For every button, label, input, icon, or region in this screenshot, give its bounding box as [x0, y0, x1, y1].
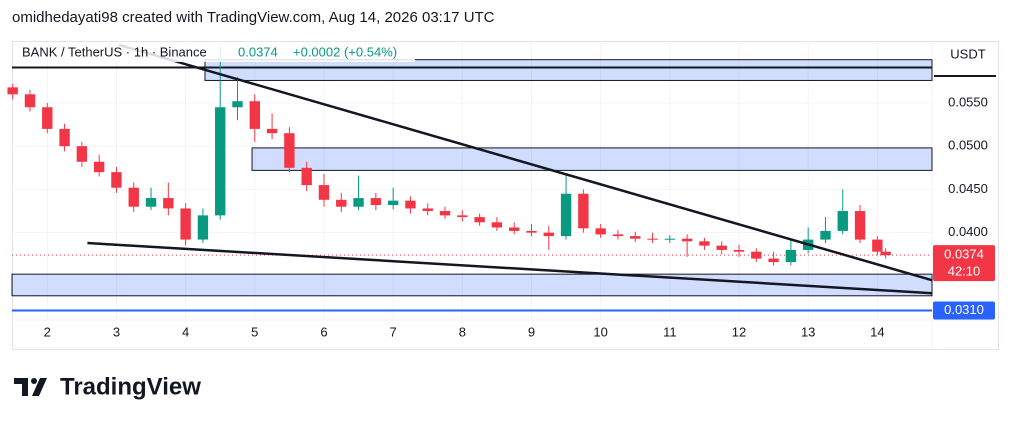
- logo-dot: [31, 378, 37, 384]
- logo-mark: [14, 378, 28, 396]
- candle-body: [42, 107, 53, 129]
- candle-body: [215, 107, 226, 216]
- candle-body: [284, 133, 295, 168]
- trend-line: [118, 43, 933, 282]
- candle-body: [422, 208, 433, 212]
- logo: TradingView: [14, 373, 201, 400]
- candle-body: [751, 251, 762, 259]
- zone: [204, 59, 933, 81]
- y-tick-label: 0.0450: [948, 181, 988, 196]
- candle-body: [733, 249, 745, 252]
- candle-body: [543, 232, 554, 237]
- candle-body: [854, 211, 866, 240]
- trend-line: [87, 241, 933, 295]
- logo-text: TradingView: [60, 373, 201, 400]
- candle-body: [509, 227, 520, 231]
- x-tick-label: 3: [113, 324, 120, 339]
- candle-body: [370, 198, 382, 205]
- candle-body: [353, 198, 364, 207]
- candle-body: [526, 230, 537, 233]
- candle-body: [318, 185, 330, 200]
- plot: [7, 42, 998, 350]
- candle-body: [232, 101, 243, 108]
- x-tick-label: 14: [870, 324, 884, 339]
- candle-body: [76, 146, 88, 162]
- candle-body: [820, 230, 831, 240]
- last-price: 0.0374: [238, 44, 278, 59]
- candle-body: [93, 161, 105, 173]
- y-tick-label: 0.0400: [948, 224, 988, 239]
- x-tick-label: 9: [528, 324, 535, 339]
- candle-body: [716, 245, 727, 250]
- x-tick-label: 11: [663, 324, 677, 339]
- candle-body: [7, 87, 18, 95]
- candle-body: [578, 193, 589, 229]
- candle-body: [474, 217, 485, 223]
- candle-body: [595, 228, 606, 235]
- candle-body: [664, 238, 676, 240]
- candle-body: [647, 238, 658, 240]
- candle-body: [681, 238, 693, 242]
- candle-body: [491, 222, 503, 228]
- y-tick-label: 0.0550: [948, 94, 988, 109]
- candle-body: [612, 234, 624, 237]
- candle-body: [59, 128, 70, 147]
- legend-bg: [20, 44, 415, 62]
- candle-body: [163, 198, 174, 209]
- y-tick-label: 0.0500: [948, 138, 988, 153]
- candle-body: [266, 128, 278, 134]
- candle-body: [387, 200, 399, 205]
- countdown: 42:10: [948, 264, 981, 279]
- chart-frame: [12, 41, 999, 350]
- header: omidhedayati98 created with TradingView.…: [12, 9, 495, 26]
- last-price-tag-label: 0.0374: [944, 247, 984, 262]
- candle-body: [405, 200, 416, 209]
- x-tick-label: 8: [459, 324, 466, 339]
- symbol: BANK / TetherUS · 1h · Binance: [22, 44, 207, 59]
- candle-body: [768, 258, 779, 263]
- x-tick-label: 5: [251, 324, 258, 339]
- change: +0.0002 (+0.54%): [293, 44, 397, 59]
- candle-body: [301, 167, 312, 186]
- candle-body: [128, 187, 139, 207]
- candle-body: [837, 211, 848, 231]
- currency: USDT: [950, 46, 985, 61]
- candle-body: [145, 198, 157, 207]
- candle-body: [24, 94, 36, 108]
- candle-body: [336, 199, 347, 207]
- x-tick-label: 6: [320, 324, 327, 339]
- candle-body: [249, 101, 260, 129]
- candle-body: [457, 215, 468, 218]
- zone: [251, 147, 933, 171]
- level-tag: [933, 301, 995, 320]
- last-price-tag: [933, 245, 995, 282]
- level-tag-label: 0.0310: [944, 302, 984, 317]
- x-tick-label: 12: [732, 324, 746, 339]
- x-tick-label: 10: [593, 324, 607, 339]
- candle-body: [111, 172, 122, 188]
- candle-body: [872, 239, 883, 252]
- logo-slash: [32, 378, 47, 396]
- candle-body: [197, 215, 209, 240]
- candle-body: [180, 208, 191, 240]
- x-tick-label: 4: [182, 324, 189, 339]
- candle-body: [785, 249, 797, 263]
- candle-body: [699, 241, 710, 246]
- candle-body: [630, 236, 641, 239]
- x-tick-label: 13: [801, 324, 815, 339]
- candle-body: [880, 251, 891, 256]
- x-tick-label: 7: [390, 324, 397, 339]
- candle-body: [560, 193, 572, 237]
- candle-body: [439, 211, 451, 216]
- x-tick-label: 2: [44, 324, 51, 339]
